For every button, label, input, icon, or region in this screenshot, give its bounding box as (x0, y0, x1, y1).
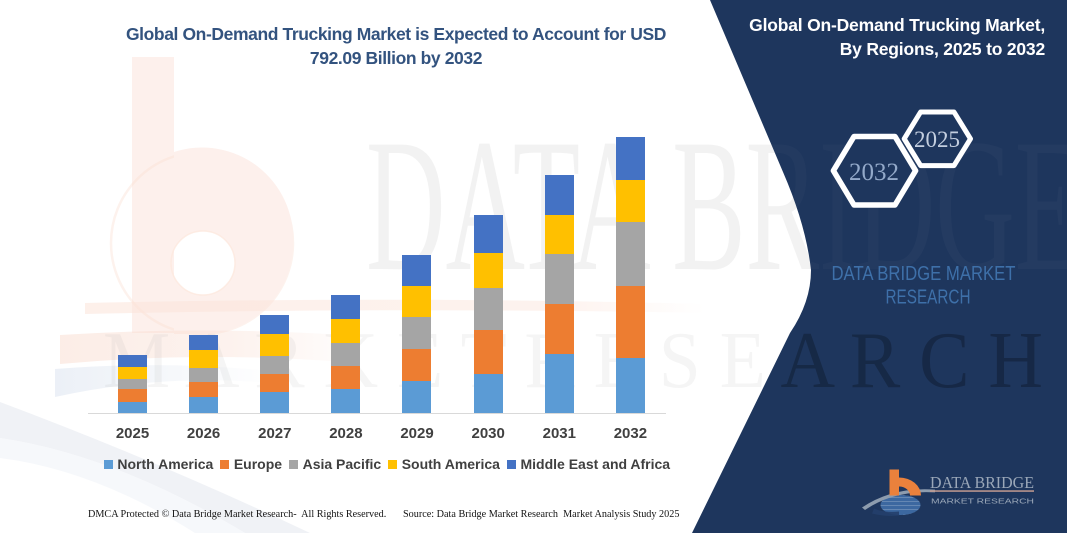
svg-text:DATA BRIDGE MARKET: DATA BRIDGE MARKET (832, 263, 1016, 285)
svg-text:2032: 2032 (849, 159, 899, 186)
svg-text:2025: 2025 (914, 127, 960, 152)
svg-text:MARKET RESEARCH: MARKET RESEARCH (931, 497, 1034, 506)
svg-text:DATA BRIDGE: DATA BRIDGE (930, 473, 1034, 492)
svg-text:RESEARCH: RESEARCH (886, 287, 971, 309)
